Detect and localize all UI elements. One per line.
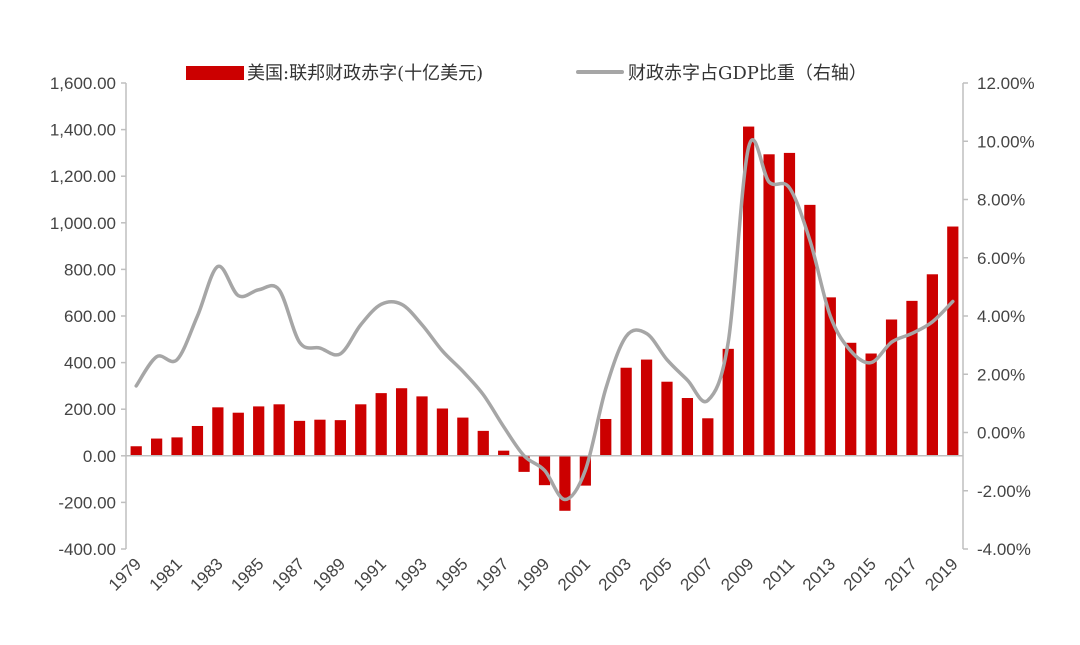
right-tick-label: -4.00% [977,540,1031,559]
x-tick-label: 2015 [840,554,880,594]
deficit-bar-1980 [151,438,163,456]
legend-bar-label: 美国:联邦财政赤字(十亿美元) [247,63,483,84]
x-tick-label: 1999 [513,554,553,594]
deficit-bar-1988 [314,419,326,456]
deficit-bar-2011 [783,152,796,456]
deficit-bar-2014 [845,342,857,456]
deficit-bar-1996 [477,430,489,456]
deficit-bar-2006 [681,398,694,456]
left-tick-label: 600.00 [64,307,116,326]
deficit-bar-1979 [130,446,142,456]
deficit-bar-1984 [232,412,244,456]
x-tick-label: 2007 [676,554,716,594]
x-tick-label: 1979 [105,554,145,594]
left-tick-label: 1,200.00 [50,167,116,186]
deficit-bar-1985 [253,406,265,456]
deficit-bar-1992 [395,388,408,456]
deficit-bar-2005 [661,381,673,456]
left-tick-label: 200.00 [64,400,116,419]
left-tick-label: 400.00 [64,354,116,373]
deficit-bar-1997 [498,450,510,456]
x-tick-label: 1995 [431,554,471,594]
x-tick-label: 2011 [759,554,798,593]
legend-line-label: 财政赤字占GDP比重（右轴） [628,63,867,84]
deficit-bar-2010 [763,154,775,456]
deficit-bar-2017 [906,300,918,456]
deficit-bar-2007 [702,418,714,456]
deficit-bar-1998 [518,455,530,472]
deficit-gdp-ratio-line [134,138,955,502]
deficit-bar-1993 [416,396,428,456]
deficit-bar-2019 [947,226,959,456]
deficit-bar-2004 [640,359,653,456]
deficit-bar-2012 [804,204,816,456]
x-tick-label: 1997 [472,554,512,594]
left-tick-labels: -400.00 -200.00 0.00 200.00 400.00 600.00 800.… [50,74,126,559]
left-tick-label: -400.00 [58,540,116,559]
deficit-bar-1986 [273,404,285,456]
left-tick-label: 1,400.00 [50,121,116,140]
deficit-bar-1987 [293,420,306,456]
left-tick-label: 1,600.00 [50,74,116,93]
right-tick-label: -2.00% [977,482,1031,501]
right-tick-labels: -4.00% -2.00% 0.00% 2.00% 4.00% 6.00% 8.00% 10.… [963,74,1035,559]
right-tick-label: 8.00% [977,191,1025,210]
deficit-bar-1982 [191,425,204,456]
x-tick-label: 1993 [391,554,431,594]
x-tick-label: 2005 [636,554,676,594]
deficit-bars [130,126,959,511]
x-tick-label: 2003 [595,554,635,594]
right-tick-label: 12.00% [977,74,1035,93]
x-tick-label: 2009 [717,554,757,594]
left-tick-label: 800.00 [64,260,116,279]
deficit-bar-2013 [824,297,836,456]
deficit-bar-1983 [212,407,224,456]
right-tick-label: 4.00% [977,307,1025,326]
x-tick-label: 2017 [881,554,921,594]
x-tick-label: 1981 [146,554,186,594]
x-tick-label: 1985 [227,554,267,594]
x-tick-label: 2013 [799,554,839,594]
x-tick-labels: 1979 1981 1983 1985 1987 1989 1991 1993 1995 1997… [105,554,962,594]
deficit-bar-1994 [436,408,449,456]
left-tick-label: 1,000.00 [50,214,116,233]
deficit-bar-2016 [885,319,898,456]
deficit-bar-2008 [722,348,734,456]
legend: 美国:联邦财政赤字(十亿美元) 财政赤字占GDP比重（右轴） [186,63,867,84]
left-tick-label: -200.00 [58,493,116,512]
deficit-bar-1995 [457,417,469,456]
right-tick-label: 0.00% [977,424,1025,443]
deficit-bar-2003 [620,367,632,456]
x-tick-label: 1989 [309,554,349,594]
x-tick-label: 1987 [268,554,308,594]
left-tick-label: 0.00 [83,447,116,466]
x-tick-label: 1991 [350,554,390,594]
right-tick-label: 6.00% [977,249,1025,268]
right-tick-label: 2.00% [977,365,1025,384]
right-tick-label: 10.00% [977,132,1035,151]
deficit-bar-2000 [559,455,571,511]
deficit-bar-1981 [171,437,183,456]
deficit-bar-1989 [334,420,346,456]
deficit-bar-2018 [926,274,938,456]
x-tick-label: 2001 [554,554,594,594]
deficit-bar-2002 [600,418,612,456]
x-tick-label: 1983 [187,554,227,594]
x-tick-label: 2019 [921,554,961,594]
deficit-bar-1990 [355,404,367,456]
deficit-bar-2009 [743,126,755,456]
deficit-bar-2015 [865,353,877,456]
deficit-bar-1991 [375,393,387,456]
legend-bar-swatch [186,66,244,80]
